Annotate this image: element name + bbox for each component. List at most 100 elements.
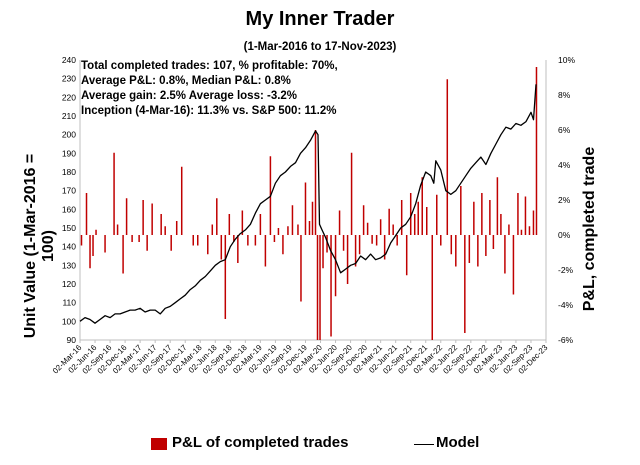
pnl-bar	[316, 235, 319, 340]
pnl-bar	[520, 229, 523, 235]
pnl-bar	[142, 200, 144, 235]
pnl-bar	[314, 130, 317, 235]
pnl-bar	[354, 235, 357, 267]
pnl-bar	[366, 222, 369, 235]
pnl-bar	[425, 207, 428, 235]
pnl-bar	[122, 235, 124, 274]
pnl-bar	[113, 152, 115, 235]
right-tick-label: 4%	[558, 160, 571, 170]
pnl-bar	[197, 235, 199, 246]
pnl-bar	[330, 235, 332, 337]
pnl-bar	[477, 235, 479, 267]
pnl-bar	[308, 221, 311, 235]
pnl-bar	[400, 200, 403, 235]
chart-plot: 90 100 110 120 130 140 150 160 170 180 190 200 210 22…	[51, 55, 576, 376]
pnl-bar	[405, 235, 408, 276]
pnl-bar	[334, 235, 337, 297]
pnl-bar	[146, 235, 148, 251]
legend-label-bar: P&L of completed trades	[172, 434, 349, 451]
pnl-bar	[228, 214, 231, 235]
pnl-bar	[455, 235, 457, 267]
left-tick-label: 220	[62, 92, 76, 102]
pnl-bars	[80, 67, 538, 340]
pnl-bar	[350, 152, 353, 235]
pnl-bar	[485, 235, 487, 256]
chart-subtitle: (1-Mar-2016 to 17-Nov-2023)	[243, 41, 397, 53]
pnl-bar	[220, 235, 223, 260]
legend-swatch-bar	[151, 438, 167, 450]
pnl-bar	[421, 177, 423, 235]
pnl-bar	[131, 235, 133, 242]
legend-swatch-line	[414, 444, 434, 445]
pnl-bar	[496, 177, 499, 235]
pnl-bar	[264, 235, 267, 267]
pnl-bar	[417, 201, 419, 235]
right-tick-label: -2%	[558, 265, 574, 275]
pnl-bar	[379, 219, 382, 235]
pnl-bar	[85, 193, 88, 235]
pnl-bar	[375, 235, 378, 246]
left-tick-label: 190	[62, 148, 76, 158]
x-axis-ticks: 02-Mar-1602-Jun-1602-Sep-1602-Dec-1602-M…	[51, 340, 550, 376]
pnl-bar	[116, 224, 119, 235]
pnl-bar	[508, 224, 510, 235]
pnl-bar	[138, 235, 140, 242]
pnl-bar	[89, 235, 91, 269]
pnl-bar	[322, 235, 324, 269]
pnl-bar	[241, 210, 244, 235]
pnl-bar	[440, 235, 442, 246]
left-tick-label: 150	[62, 223, 76, 233]
pnl-bar	[504, 235, 506, 274]
left-tick-label: 100	[62, 316, 76, 326]
pnl-bar	[338, 210, 341, 235]
chart-legend: P&L of completed trades Model	[0, 432, 640, 456]
pnl-bar	[489, 200, 491, 235]
pnl-bar	[326, 235, 328, 253]
left-tick-label: 120	[62, 279, 76, 289]
pnl-bar	[287, 226, 289, 235]
pnl-bar	[95, 229, 97, 235]
pnl-bar	[125, 198, 128, 235]
right-tick-label: 8%	[558, 90, 571, 100]
right-tick-label: -6%	[558, 335, 574, 345]
pnl-bar	[492, 235, 495, 249]
chart-title: My Inner Trader	[245, 8, 395, 30]
left-tick-label: 160	[62, 204, 76, 214]
pnl-bar	[216, 198, 218, 235]
pnl-bar	[319, 235, 321, 340]
pnl-bar	[282, 235, 284, 255]
pnl-bar	[468, 235, 471, 263]
pnl-bar	[464, 235, 466, 333]
stats-line-1: Total completed trades: 107, % profitabl…	[81, 60, 338, 72]
pnl-bar	[170, 235, 172, 251]
pnl-bar	[291, 205, 294, 235]
pnl-bar	[277, 228, 280, 235]
left-tick-label: 110	[62, 298, 76, 308]
pnl-bar	[247, 235, 249, 246]
left-tick-label: 180	[62, 167, 76, 177]
left-tick-label: 240	[62, 55, 76, 65]
left-tick-label: 90	[67, 335, 77, 345]
plot-axes	[79, 60, 547, 341]
pnl-bar	[164, 226, 166, 235]
stats-line-4: Inception (4-Mar-16): 11.3% vs. S&P 500:…	[81, 105, 337, 117]
left-tick-label: 230	[62, 74, 76, 84]
pnl-bar	[446, 79, 449, 235]
pnl-bar	[460, 186, 462, 235]
pnl-bar	[517, 193, 519, 235]
pnl-bar	[224, 235, 227, 319]
pnl-bar	[512, 235, 515, 295]
pnl-bar	[211, 224, 214, 235]
pnl-bar	[304, 182, 307, 235]
right-tick-label: 0%	[558, 230, 571, 240]
pnl-bar	[104, 235, 106, 253]
stats-line-2: Average P&L: 0.8%, Median P&L: 0.8%	[81, 75, 291, 87]
pnl-bar	[371, 235, 373, 244]
pnl-bar	[233, 235, 235, 242]
pnl-bar	[297, 224, 299, 235]
pnl-bar	[532, 210, 535, 235]
pnl-bar	[409, 193, 412, 235]
pnl-bar	[342, 235, 345, 251]
pnl-bar	[80, 235, 83, 246]
pnl-bar	[151, 203, 153, 235]
